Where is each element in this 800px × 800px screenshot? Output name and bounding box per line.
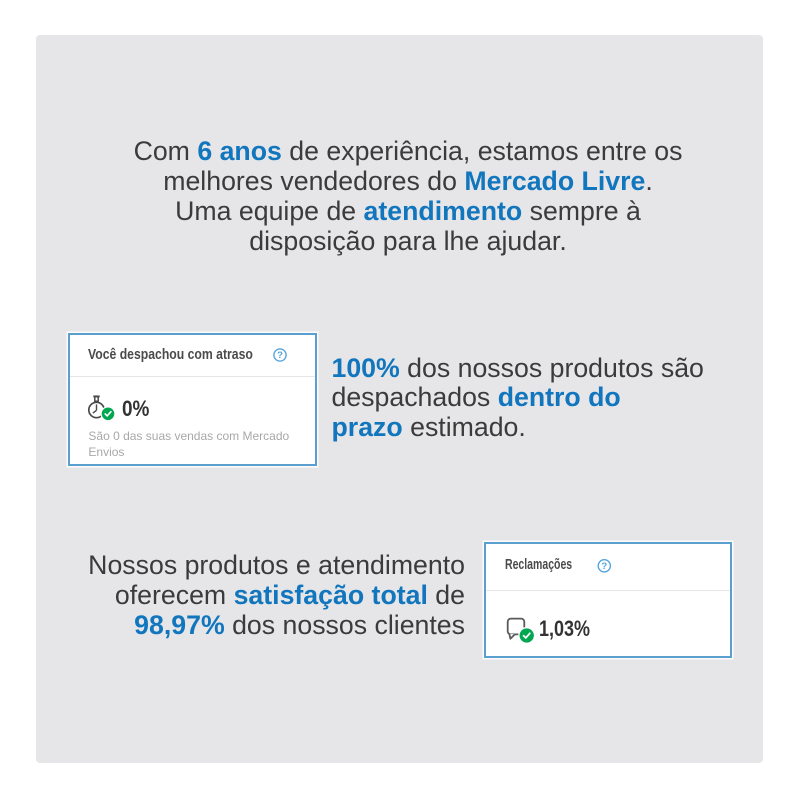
svg-text:?: ?	[601, 561, 607, 572]
svg-text:?: ?	[277, 350, 283, 361]
